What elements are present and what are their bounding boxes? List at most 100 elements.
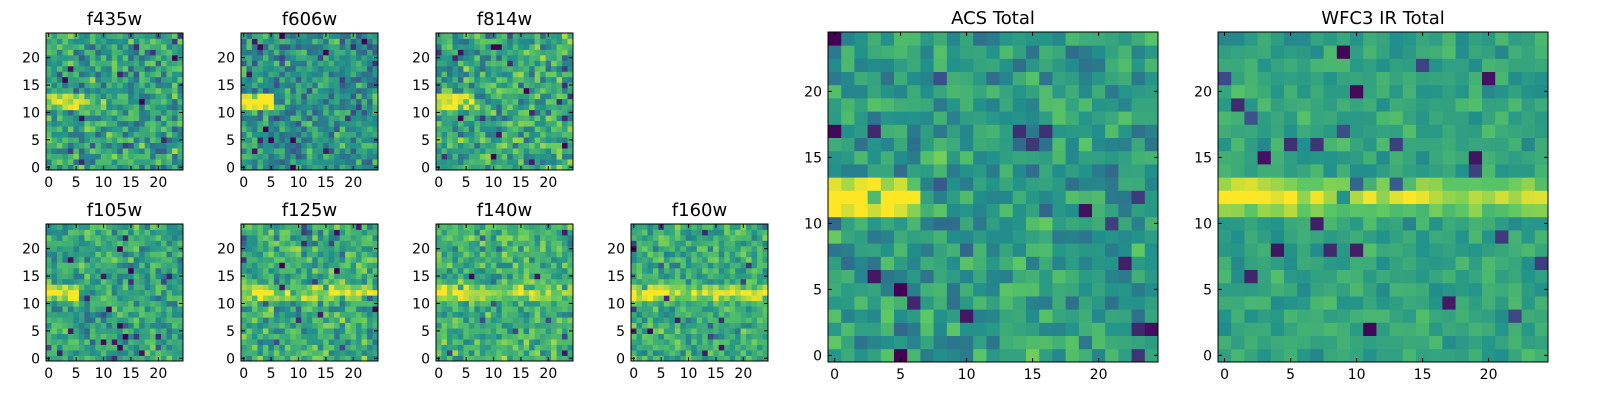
heatmap-cell	[356, 153, 362, 160]
heatmap-cell	[133, 262, 140, 269]
heatmap-cell	[534, 93, 541, 100]
heatmap-cell	[150, 93, 156, 100]
heatmap-cell	[545, 278, 552, 285]
heatmap-cell	[920, 309, 934, 323]
heatmap-cell	[545, 93, 552, 100]
heatmap-cell	[663, 295, 670, 302]
heatmap-cell	[166, 93, 173, 100]
heatmap-cell	[367, 38, 373, 45]
heatmap-cell	[446, 284, 453, 291]
heatmap-cell	[680, 311, 687, 318]
heatmap-cell	[350, 262, 357, 269]
heatmap-cell	[284, 245, 291, 252]
heatmap-cell	[946, 150, 961, 165]
heatmap-cell	[78, 142, 85, 149]
heatmap-cell	[551, 328, 557, 334]
axes-frame	[630, 223, 769, 362]
heatmap-cell	[999, 164, 1014, 178]
heatmap-cell	[562, 109, 568, 116]
heatmap-cell	[946, 269, 961, 284]
heatmap-cell	[356, 49, 362, 56]
heatmap-cell	[545, 273, 552, 280]
heatmap-cell	[122, 295, 129, 302]
heatmap-cell	[51, 109, 58, 116]
heatmap-cell	[1092, 256, 1106, 270]
heatmap-cell	[172, 267, 178, 274]
heatmap-cell	[56, 311, 63, 318]
heatmap-cell	[262, 159, 269, 165]
heatmap-cell	[251, 322, 258, 329]
heatmap-cell	[339, 355, 346, 362]
heatmap-cell	[301, 120, 308, 127]
heatmap-cell	[144, 164, 151, 171]
heatmap-cell	[150, 344, 156, 351]
heatmap-cell	[691, 284, 698, 291]
heatmap-cell	[155, 262, 162, 269]
heatmap-cell	[696, 339, 703, 345]
heatmap-cell	[144, 273, 151, 280]
heatmap-cell	[328, 93, 335, 100]
heatmap-cell	[161, 311, 167, 318]
heatmap-cell	[518, 120, 525, 127]
heatmap-cell	[251, 251, 258, 258]
heatmap-cell	[257, 245, 264, 252]
heatmap-cell	[306, 333, 313, 340]
heatmap-cell	[56, 87, 63, 94]
heatmap-cell	[1012, 269, 1027, 284]
heatmap-cell	[735, 267, 741, 274]
heatmap-cell	[841, 269, 855, 284]
heatmap-cell	[251, 333, 258, 340]
heatmap-cell	[367, 109, 373, 116]
heatmap-cell	[356, 54, 362, 61]
heatmap-cell	[729, 267, 736, 274]
heatmap-cell	[501, 240, 508, 247]
heatmap-cell	[762, 339, 769, 345]
heatmap-cell	[669, 311, 676, 318]
heatmap-cell	[1012, 296, 1027, 310]
heatmap-cell	[518, 87, 525, 94]
heatmap-cell	[436, 322, 442, 329]
heatmap-cell	[702, 306, 709, 313]
heatmap-cell	[680, 262, 687, 269]
heatmap-cell	[446, 333, 453, 340]
heatmap-cell	[273, 148, 280, 154]
heatmap-cell	[78, 262, 85, 269]
heatmap-cell	[306, 256, 313, 263]
heatmap-cell	[367, 142, 373, 149]
heatmap-cell	[257, 262, 264, 269]
heatmap-cell	[933, 230, 948, 244]
heatmap-cell	[501, 229, 508, 236]
heatmap-cell	[740, 295, 747, 302]
heatmap-cell	[479, 322, 486, 329]
heatmap-cell	[133, 322, 140, 329]
heatmap-cell	[452, 339, 459, 345]
heatmap-cell	[161, 278, 167, 285]
heatmap-cell	[56, 98, 63, 105]
heatmap-cell	[177, 256, 184, 263]
heatmap-cell	[735, 224, 741, 230]
heatmap-cell	[534, 131, 541, 138]
heatmap-cell	[718, 355, 725, 362]
heatmap-cell	[62, 240, 69, 247]
heatmap-cell	[534, 333, 541, 340]
heatmap-cell	[345, 131, 351, 138]
heatmap-cell	[150, 82, 156, 89]
heatmap-cell	[512, 245, 519, 252]
heatmap-cell	[334, 306, 341, 313]
heatmap-cell	[457, 115, 464, 122]
heatmap-cell	[317, 49, 324, 56]
heatmap-cell	[529, 87, 536, 94]
heatmap-cell	[724, 284, 731, 291]
heatmap-cell	[367, 49, 373, 56]
heatmap-cell	[84, 82, 91, 89]
heatmap-cell	[89, 60, 96, 67]
heatmap-cell	[691, 295, 698, 302]
heatmap-cell	[1026, 256, 1040, 270]
heatmap-cell	[139, 306, 146, 313]
heatmap-cell	[441, 71, 448, 78]
heatmap-cell	[674, 234, 681, 241]
heatmap-cell	[356, 38, 362, 45]
heatmap-cell	[746, 300, 752, 307]
heatmap-cell	[172, 245, 178, 252]
heatmap-cell	[556, 339, 563, 345]
